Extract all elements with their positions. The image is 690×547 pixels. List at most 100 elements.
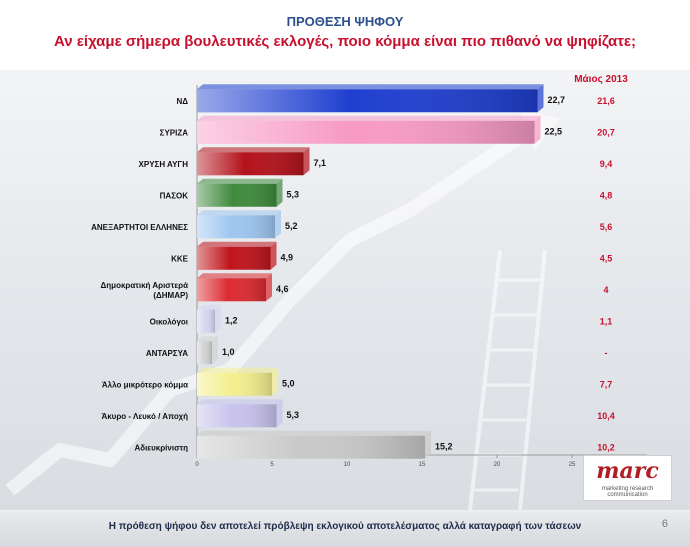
bar-row: 5,0 (197, 367, 295, 396)
chart-subtitle: Αν είχαμε σήμερα βουλευτικές εκλογές, πο… (54, 33, 636, 50)
bar-value-label: 5,0 (282, 378, 295, 388)
category-label: Άκυρο - Λευκό / Αποχή (101, 412, 188, 421)
x-tick-label: 15 (419, 462, 426, 468)
comparison-value: 10,2 (597, 442, 615, 452)
logo-wordmark: marc (596, 458, 659, 484)
bar-side (275, 210, 281, 239)
bar-shine (197, 309, 215, 333)
bar-side (215, 304, 221, 333)
bar-top (197, 273, 272, 279)
bar-row: 5,3 (197, 399, 300, 428)
bar-top (197, 336, 218, 342)
footnote: Η πρόθεση ψήφου δεν αποτελεί πρόβλεψη εκ… (108, 521, 582, 532)
category-label: Δημοκρατική Αριστερά (ΔΗΜΑΡ) (101, 281, 189, 300)
bar-side (276, 399, 283, 428)
marc-logo: marc marketing research communication (583, 455, 672, 501)
bar-top (197, 367, 278, 373)
category-label: ΝΔ (176, 97, 188, 106)
category-label: ΑΝΤΑΡΣΥΑ (146, 349, 188, 358)
category-labels-group: ΝΔ ΣΥΡΙΖΑ ΧΡΥΣΗ ΑΥΓΗ ΠΑΣΟΚ ΑΝΕΞΑΡΤΗΤΟΙ ΕΛΛΗΝ… (91, 97, 189, 453)
page-number: 6 (661, 518, 668, 530)
bar-value-label: 15,2 (435, 441, 453, 451)
comparison-value: 4,8 (600, 190, 613, 200)
bar-row: 1,2 (197, 304, 238, 333)
x-tick-label: 25 (569, 462, 576, 468)
category-label: ΚΚΕ (171, 254, 189, 263)
bar-top (197, 430, 431, 436)
x-tick-label: 0 (195, 462, 199, 468)
comparison-value: 1,1 (600, 316, 613, 326)
header: ΠΡΟΘΕΣΗ ΨΗΦΟΥ Αν είχαμε σήμερα βουλευτικ… (0, 0, 690, 70)
category-label: Οικολόγοι (150, 317, 188, 326)
comparison-value: 7,7 (600, 379, 613, 389)
bar-side (270, 241, 277, 270)
category-label: Αδιευκρίνιστη (134, 443, 188, 452)
bar-value-label: 22,5 (545, 126, 563, 136)
x-tick-label: 5 (270, 462, 274, 468)
bar-row: 4,6 (197, 273, 289, 302)
bar-value-label: 5,3 (287, 410, 300, 420)
bar-side (303, 147, 310, 176)
category-label: ΑΝΕΞΑΡΤΗΤΟΙ ΕΛΛΗΝΕΣ (91, 223, 188, 232)
bar-shine (197, 215, 275, 239)
comparison-value: 20,7 (597, 127, 615, 137)
bar-shine (197, 278, 266, 302)
category-label: Άλλο μικρότερο κόμμα (102, 380, 188, 389)
bar-top (197, 399, 283, 405)
bar-top (197, 241, 277, 247)
category-label: ΧΡΥΣΗ ΑΥΓΗ (139, 160, 189, 169)
bar-shine (197, 435, 425, 459)
bar-row: 15,2 (197, 430, 453, 459)
bar-value-label: 22,7 (548, 95, 566, 105)
bar-shine (197, 120, 535, 144)
footer (0, 512, 690, 547)
bar-shine (197, 404, 277, 428)
bar-top (197, 210, 281, 216)
logo-tagline: marketing research communication (601, 486, 654, 498)
bar-shine (197, 341, 212, 365)
bars-group: 22,7 22,5 7,1 5,3 5,2 4,9 4,6 1,2 1,0 5,0 5,3 15,2 (197, 84, 565, 459)
bar-value-label: 4,9 (281, 252, 294, 262)
bar-row: 22,5 (197, 115, 563, 144)
comparison-value: 4,5 (600, 253, 613, 263)
bar-side (272, 367, 278, 396)
bar-row: 5,2 (197, 210, 298, 239)
bar-side (425, 430, 431, 459)
bar-value-label: 1,0 (222, 347, 235, 357)
background-ladder-decoration (468, 249, 547, 510)
comparison-column: Μάιος 2013 21,6 20,7 9,4 4,8 5,6 4,5 4 1,1 - 7,7 10… (574, 74, 628, 452)
bar-shine (197, 152, 304, 176)
bar-value-label: 1,2 (225, 315, 238, 325)
bar-top (197, 115, 541, 121)
comparison-value: 9,4 (600, 159, 613, 169)
bar-row: 5,3 (197, 178, 300, 207)
comparison-value: 4 (603, 285, 608, 295)
bar-shine (197, 183, 277, 207)
bar-value-label: 5,2 (285, 221, 298, 231)
category-label: ΠΑΣΟΚ (160, 191, 189, 200)
x-tick-label: 20 (494, 462, 501, 468)
bar-shine (197, 89, 538, 113)
bar-value-label: 4,6 (276, 284, 289, 294)
bar-side (534, 115, 541, 144)
comparison-value: 5,6 (600, 222, 613, 232)
bar-shine (197, 372, 272, 396)
bar-shine (197, 246, 271, 270)
bar-side (537, 84, 544, 113)
comparison-value: 10,4 (597, 411, 615, 421)
bar-row: 4,9 (197, 241, 294, 270)
category-label: ΣΥΡΙΖΑ (160, 128, 189, 137)
vote-intention-chart: 051015202530 22,722,57,15,35,24,94,61,21… (5, 74, 651, 510)
bar-top (197, 304, 221, 310)
bar-row: 7,1 (197, 147, 327, 176)
comparison-header: Μάιος 2013 (574, 74, 628, 85)
comparison-value: - (605, 348, 608, 358)
bar-side (276, 178, 283, 207)
bar-value-label: 5,3 (287, 189, 300, 199)
bar-top (197, 147, 310, 153)
chart-title: ΠΡΟΘΕΣΗ ΨΗΦΟΥ (286, 14, 404, 29)
bar-side (212, 336, 218, 365)
bar-row: 22,7 (197, 84, 566, 113)
bar-value-label: 7,1 (314, 158, 327, 168)
comparison-value: 21,6 (597, 96, 615, 106)
